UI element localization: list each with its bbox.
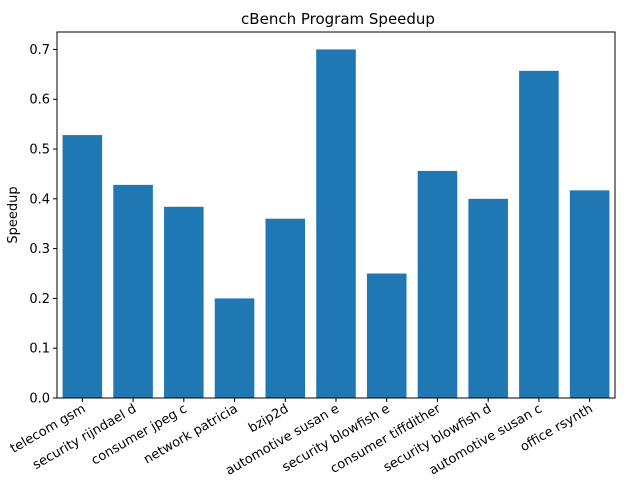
bar-7 xyxy=(417,170,458,398)
y-tick-label-7: 0.7 xyxy=(29,43,50,58)
plot-frame xyxy=(56,31,616,399)
bar-6 xyxy=(366,273,407,398)
y-tick-label-2: 0.2 xyxy=(29,292,50,307)
y-axis-ticks: 0.0 0.1 0.2 0.3 0.4 0.5 0.6 0.7 xyxy=(29,43,57,407)
bar-1 xyxy=(113,184,153,398)
y-tick-label-3: 0.3 xyxy=(29,242,50,257)
y-tick-label-4: 0.4 xyxy=(29,192,50,207)
y-tick-label-1: 0.1 xyxy=(29,342,50,357)
bars xyxy=(62,49,610,399)
y-tick-label-5: 0.5 xyxy=(29,143,50,158)
y-tick-label-0: 0.0 xyxy=(29,392,50,407)
chart-title: cBench Program Speedup xyxy=(241,10,435,28)
bar-4 xyxy=(265,218,306,398)
bar-8 xyxy=(468,198,508,398)
bar-5 xyxy=(316,49,356,399)
bar-3 xyxy=(214,298,255,398)
x-tick-label-3: network patricia xyxy=(141,401,240,467)
bar-2 xyxy=(164,206,204,398)
bar-0 xyxy=(62,135,103,398)
y-tick-label-6: 0.6 xyxy=(29,93,50,108)
y-axis-title: Speedup xyxy=(6,186,21,243)
bar-10 xyxy=(569,190,610,398)
bar-9 xyxy=(519,70,559,398)
